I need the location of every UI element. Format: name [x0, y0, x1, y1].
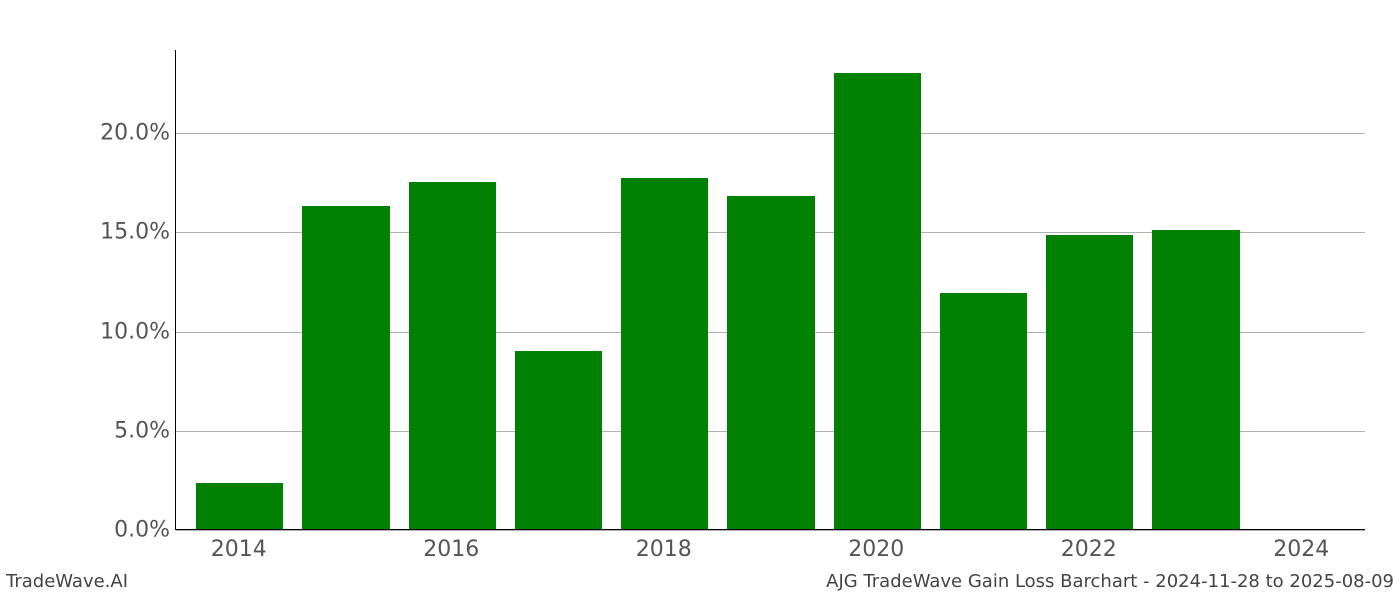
chart-plot-area — [175, 50, 1365, 530]
bar — [515, 351, 602, 530]
plot-frame — [175, 50, 1365, 530]
gridline — [176, 530, 1365, 531]
bar — [409, 182, 496, 529]
bar — [1152, 230, 1239, 530]
y-tick-label: 10.0% — [100, 319, 170, 344]
bar — [727, 196, 814, 529]
footer-caption: AJG TradeWave Gain Loss Barchart - 2024-… — [826, 571, 1394, 592]
bar — [302, 206, 389, 529]
bar — [196, 483, 283, 529]
y-tick-label: 5.0% — [114, 418, 170, 443]
x-tick-label: 2020 — [848, 537, 904, 562]
x-tick-label: 2018 — [636, 537, 692, 562]
bar — [1046, 235, 1133, 529]
y-tick-label: 20.0% — [100, 121, 170, 146]
footer-brand: TradeWave.AI — [6, 571, 128, 592]
x-tick-label: 2014 — [211, 537, 267, 562]
bar — [621, 178, 708, 529]
y-tick-label: 0.0% — [114, 518, 170, 543]
x-tick-label: 2022 — [1061, 537, 1117, 562]
y-tick-label: 15.0% — [100, 220, 170, 245]
x-tick-label: 2024 — [1273, 537, 1329, 562]
x-tick-label: 2016 — [423, 537, 479, 562]
bar — [834, 73, 921, 529]
bar — [940, 293, 1027, 529]
gridline — [176, 133, 1365, 134]
